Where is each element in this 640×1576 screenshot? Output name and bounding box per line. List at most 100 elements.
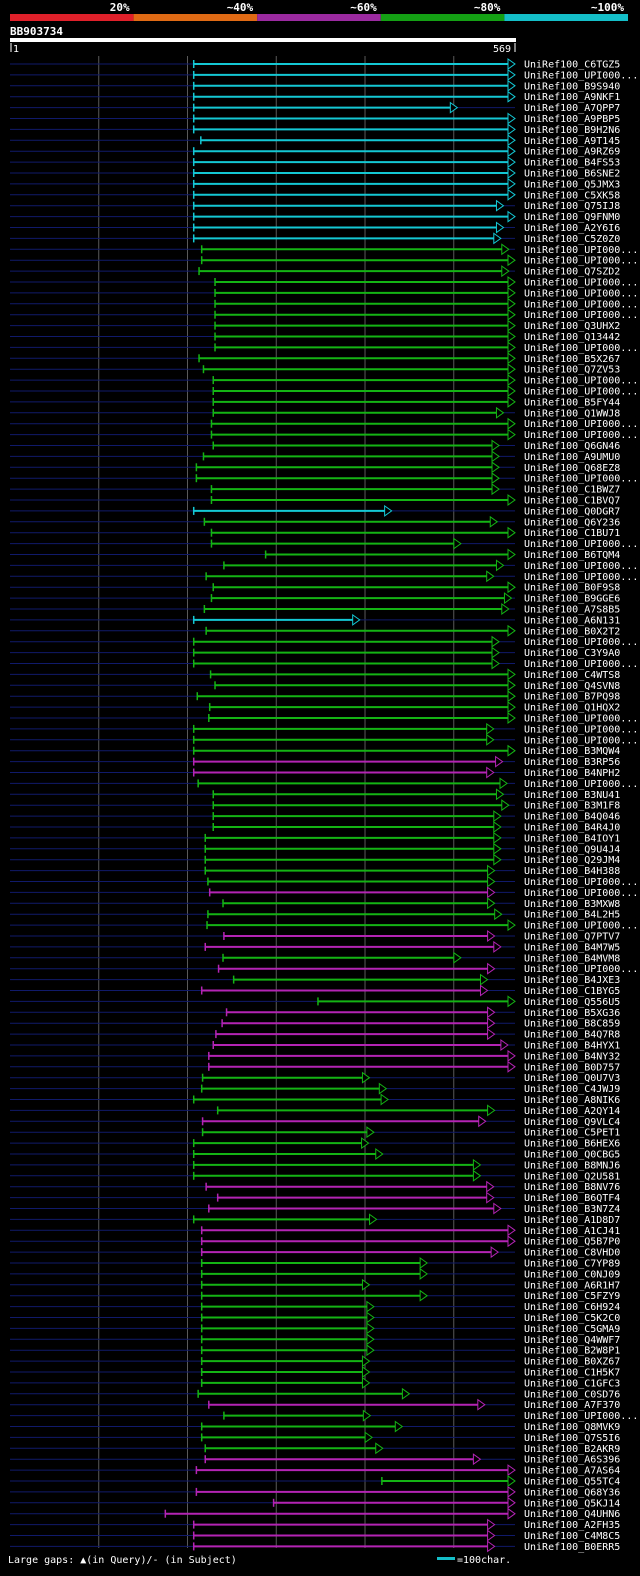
- hit-label[interactable]: UniRef100_C5Z0Z0: [524, 234, 620, 245]
- hit-label[interactable]: UniRef100_A2Y6I6: [524, 223, 620, 234]
- hit-label[interactable]: UniRef100_Q9U4J4: [524, 844, 620, 855]
- hit-label[interactable]: UniRef100_C1GFC3: [524, 1378, 620, 1389]
- hit-label[interactable]: UniRef100_C0SD76: [524, 1389, 620, 1400]
- hit-label[interactable]: UniRef100_Q1WWJ8: [524, 408, 620, 419]
- hit-label[interactable]: UniRef100_B8C859: [524, 1019, 620, 1030]
- hit-label[interactable]: UniRef100_A6N131: [524, 615, 620, 626]
- hit-label[interactable]: UniRef100_Q7PTV7: [524, 932, 620, 943]
- hit-label[interactable]: UniRef100_UPI000...: [524, 1411, 638, 1422]
- hit-label[interactable]: UniRef100_B6TQM4: [524, 550, 620, 561]
- hit-label[interactable]: UniRef100_UPI000...: [524, 419, 638, 430]
- hit-label[interactable]: UniRef100_B8MNJ6: [524, 1160, 620, 1171]
- hit-label[interactable]: UniRef100_Q4UHN6: [524, 1509, 620, 1520]
- hit-label[interactable]: UniRef100_B4Q7R8: [524, 1030, 620, 1041]
- hit-label[interactable]: UniRef100_Q6Y236: [524, 517, 620, 528]
- hit-label[interactable]: UniRef100_C5FZY9: [524, 1291, 620, 1302]
- hit-label[interactable]: UniRef100_B2W8P1: [524, 1346, 620, 1357]
- hit-label[interactable]: UniRef100_UPI000...: [524, 964, 638, 975]
- hit-label[interactable]: UniRef100_UPI000...: [524, 637, 638, 648]
- hit-label[interactable]: UniRef100_UPI000...: [524, 256, 638, 267]
- hit-label[interactable]: UniRef100_Q5B7P0: [524, 1237, 620, 1248]
- hit-label[interactable]: UniRef100_UPI000...: [524, 376, 638, 387]
- hit-label[interactable]: UniRef100_Q7SZD2: [524, 267, 620, 278]
- hit-label[interactable]: UniRef100_C1BWZ7: [524, 485, 620, 496]
- hit-label[interactable]: UniRef100_Q68EZ8: [524, 463, 620, 474]
- hit-label[interactable]: UniRef100_UPI000...: [524, 245, 638, 256]
- hit-label[interactable]: UniRef100_B3NU41: [524, 790, 620, 801]
- hit-label[interactable]: UniRef100_Q68Y36: [524, 1487, 620, 1498]
- hit-label[interactable]: UniRef100_A2FH35: [524, 1520, 620, 1531]
- hit-label[interactable]: UniRef100_B5FY44: [524, 397, 620, 408]
- hit-label[interactable]: UniRef100_C5GMA9: [524, 1324, 620, 1335]
- hit-label[interactable]: UniRef100_B4R4J0: [524, 823, 620, 834]
- hit-label[interactable]: UniRef100_B4H388: [524, 866, 620, 877]
- hit-label[interactable]: UniRef100_C6H924: [524, 1302, 620, 1313]
- hit-label[interactable]: UniRef100_B6SNE2: [524, 169, 620, 180]
- hit-label[interactable]: UniRef100_C6TGZ5: [524, 60, 620, 71]
- hit-label[interactable]: UniRef100_UPI000...: [524, 724, 638, 735]
- hit-label[interactable]: UniRef100_B4L2H5: [524, 910, 620, 921]
- hit-label[interactable]: UniRef100_C1H5K7: [524, 1368, 620, 1379]
- hit-label[interactable]: UniRef100_UPI000...: [524, 430, 638, 441]
- hit-label[interactable]: UniRef100_B6HEX6: [524, 1139, 620, 1150]
- hit-label[interactable]: UniRef100_Q0CBG5: [524, 1150, 620, 1161]
- hit-label[interactable]: UniRef100_B4JXE3: [524, 975, 620, 986]
- hit-label[interactable]: UniRef100_C4JWJ9: [524, 1084, 620, 1095]
- hit-label[interactable]: UniRef100_C4M8C5: [524, 1531, 620, 1542]
- hit-label[interactable]: UniRef100_C5XK58: [524, 190, 620, 201]
- hit-label[interactable]: UniRef100_UPI000...: [524, 659, 638, 670]
- hit-label[interactable]: UniRef100_UPI000...: [524, 310, 638, 321]
- hit-label[interactable]: UniRef100_B3N7Z4: [524, 1204, 620, 1215]
- hit-label[interactable]: UniRef100_A1D8D7: [524, 1215, 620, 1226]
- hit-label[interactable]: UniRef100_A6R1H7: [524, 1280, 620, 1291]
- hit-label[interactable]: UniRef100_A9PBP5: [524, 114, 620, 125]
- hit-label[interactable]: UniRef100_Q55TC4: [524, 1477, 620, 1488]
- hit-label[interactable]: UniRef100_Q5JMX3: [524, 179, 620, 190]
- hit-label[interactable]: UniRef100_B5X267: [524, 354, 620, 365]
- hit-label[interactable]: UniRef100_UPI000...: [524, 572, 638, 583]
- hit-label[interactable]: UniRef100_Q1HQX2: [524, 703, 620, 714]
- hit-label[interactable]: UniRef100_B4M7W5: [524, 942, 620, 953]
- hit-label[interactable]: UniRef100_A2QY14: [524, 1106, 620, 1117]
- hit-label[interactable]: UniRef100_B5XG36: [524, 1008, 620, 1019]
- hit-label[interactable]: UniRef100_B4NY32: [524, 1051, 620, 1062]
- hit-label[interactable]: UniRef100_B4FS53: [524, 158, 620, 169]
- hit-label[interactable]: UniRef100_B3M1F8: [524, 801, 620, 812]
- hit-label[interactable]: UniRef100_B0X2T2: [524, 626, 620, 637]
- hit-label[interactable]: UniRef100_Q9VLC4: [524, 1117, 620, 1128]
- hit-label[interactable]: UniRef100_Q0DGR7: [524, 506, 620, 517]
- hit-label[interactable]: UniRef100_C3Y9A0: [524, 648, 620, 659]
- hit-label[interactable]: UniRef100_Q7ZV53: [524, 365, 620, 376]
- hit-label[interactable]: UniRef100_B3MQW4: [524, 746, 620, 757]
- hit-label[interactable]: UniRef100_UPI000...: [524, 877, 638, 888]
- hit-label[interactable]: UniRef100_C1BU71: [524, 528, 620, 539]
- hit-label[interactable]: UniRef100_A9NKF1: [524, 92, 620, 103]
- hit-label[interactable]: UniRef100_B9GGE6: [524, 594, 620, 605]
- hit-label[interactable]: UniRef100_B0F9S8: [524, 583, 620, 594]
- hit-label[interactable]: UniRef100_C4WTS8: [524, 670, 620, 681]
- hit-label[interactable]: UniRef100_Q75IJ8: [524, 201, 620, 212]
- hit-label[interactable]: UniRef100_A9T145: [524, 136, 620, 147]
- hit-label[interactable]: UniRef100_UPI000...: [524, 921, 638, 932]
- hit-label[interactable]: UniRef100_Q4SVN8: [524, 681, 620, 692]
- hit-label[interactable]: UniRef100_B9H2N6: [524, 125, 620, 136]
- hit-label[interactable]: UniRef100_C8VHD0: [524, 1248, 620, 1259]
- hit-label[interactable]: UniRef100_B2AKR9: [524, 1444, 620, 1455]
- hit-label[interactable]: UniRef100_B0D757: [524, 1062, 620, 1073]
- hit-label[interactable]: UniRef100_A7F370: [524, 1400, 620, 1411]
- hit-label[interactable]: UniRef100_UPI000...: [524, 561, 638, 572]
- hit-label[interactable]: UniRef100_Q0U7V3: [524, 1073, 620, 1084]
- hit-label[interactable]: UniRef100_C7YP89: [524, 1259, 620, 1270]
- hit-label[interactable]: UniRef100_A8NIK6: [524, 1095, 620, 1106]
- hit-label[interactable]: UniRef100_UPI000...: [524, 779, 638, 790]
- hit-label[interactable]: UniRef100_Q5KJ14: [524, 1498, 620, 1509]
- hit-label[interactable]: UniRef100_B4MVM8: [524, 953, 620, 964]
- hit-label[interactable]: UniRef100_B3RP56: [524, 757, 620, 768]
- hit-label[interactable]: UniRef100_UPI000...: [524, 343, 638, 354]
- hit-label[interactable]: UniRef100_B9S940: [524, 81, 620, 92]
- hit-label[interactable]: UniRef100_UPI000...: [524, 735, 638, 746]
- hit-label[interactable]: UniRef100_Q556U5: [524, 997, 620, 1008]
- hit-label[interactable]: UniRef100_UPI000...: [524, 474, 638, 485]
- hit-label[interactable]: UniRef100_UPI000...: [524, 539, 638, 550]
- hit-label[interactable]: UniRef100_UPI000...: [524, 288, 638, 299]
